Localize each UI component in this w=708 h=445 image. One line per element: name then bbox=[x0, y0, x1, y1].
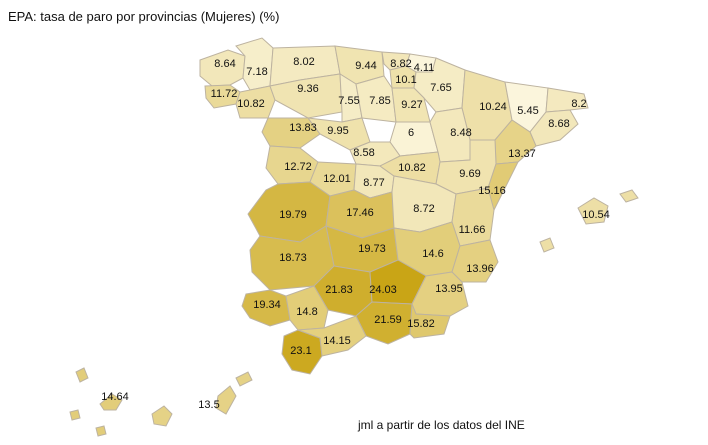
province-value-label: 9.69 bbox=[459, 168, 480, 180]
province-value-label: 10.24 bbox=[479, 101, 507, 113]
province-value-label: 7.65 bbox=[430, 82, 451, 94]
province-value-label: 14.64 bbox=[101, 391, 129, 403]
province-value-label: 8.48 bbox=[450, 127, 471, 139]
province-region bbox=[241, 289, 291, 327]
province-value-label: 21.59 bbox=[374, 314, 402, 326]
province-region bbox=[249, 225, 335, 291]
province-region bbox=[391, 87, 431, 123]
province-value-label: 8.72 bbox=[413, 203, 434, 215]
province-region bbox=[199, 49, 246, 87]
island-shape bbox=[69, 409, 81, 421]
province-value-label: 11.66 bbox=[459, 224, 486, 236]
province-value-label: 10.54 bbox=[582, 209, 610, 221]
province-value-label: 13.5 bbox=[198, 399, 219, 411]
province-value-label: 15.82 bbox=[407, 318, 435, 330]
province-value-label: 7.55 bbox=[338, 95, 359, 107]
province-region bbox=[151, 405, 173, 427]
province-regions bbox=[69, 37, 639, 437]
province-value-label: 13.83 bbox=[289, 122, 317, 134]
province-value-label: 8.2 bbox=[571, 98, 586, 110]
province-value-label: 10.1 bbox=[395, 74, 416, 86]
island-shape bbox=[75, 367, 89, 383]
province-value-label: 10.82 bbox=[237, 98, 265, 110]
province-region bbox=[577, 197, 609, 225]
province-value-label: 19.73 bbox=[358, 243, 386, 255]
province-value-label: 15.16 bbox=[478, 185, 506, 197]
province-region bbox=[545, 87, 589, 113]
province-value-label: 8.68 bbox=[548, 118, 569, 130]
province-value-label: 14.8 bbox=[296, 306, 317, 318]
province-value-label: 9.27 bbox=[401, 99, 422, 111]
province-value-label: 7.85 bbox=[369, 95, 390, 107]
province-labels: 8.64 7.18 8.02 9.44 8.82 4.11 10.1 7.65 … bbox=[101, 56, 610, 411]
province-value-label: 19.79 bbox=[279, 209, 307, 221]
province-value-label: 18.73 bbox=[279, 252, 307, 264]
credit-note: jml a partir de los datos del INE bbox=[358, 418, 525, 432]
province-value-label: 6 bbox=[408, 127, 414, 139]
province-value-label: 14.6 bbox=[422, 248, 443, 260]
province-value-label: 13.37 bbox=[508, 148, 536, 160]
island-shape bbox=[619, 189, 639, 203]
province-value-label: 8.58 bbox=[353, 147, 374, 159]
province-value-label: 8.02 bbox=[293, 56, 314, 68]
island-shape bbox=[95, 425, 107, 437]
province-value-label: 8.77 bbox=[363, 177, 384, 189]
province-value-label: 9.95 bbox=[327, 125, 348, 137]
province-region bbox=[99, 393, 123, 411]
province-value-label: 4.11 bbox=[414, 62, 435, 74]
province-value-label: 9.44 bbox=[355, 60, 376, 72]
province-value-label: 13.95 bbox=[435, 283, 463, 295]
province-value-label: 10.82 bbox=[398, 162, 426, 174]
province-value-label: 11.72 bbox=[211, 88, 238, 100]
province-value-label: 21.83 bbox=[325, 284, 353, 296]
province-value-label: 13.96 bbox=[466, 263, 494, 275]
province-value-label: 12.72 bbox=[284, 161, 312, 173]
province-value-label: 12.01 bbox=[323, 173, 351, 185]
map-title: EPA: tasa de paro por provincias (Mujere… bbox=[8, 9, 280, 24]
province-value-label: 14.15 bbox=[323, 335, 351, 347]
province-value-label: 8.64 bbox=[214, 58, 235, 70]
province-region bbox=[297, 315, 367, 357]
province-value-label: 24.03 bbox=[369, 284, 397, 296]
province-value-label: 8.82 bbox=[390, 58, 411, 70]
island-shape bbox=[215, 385, 237, 415]
province-value-label: 23.1 bbox=[290, 345, 311, 357]
province-value-label: 7.18 bbox=[246, 66, 267, 78]
province-value-label: 9.36 bbox=[297, 83, 318, 95]
island-shape bbox=[235, 371, 253, 387]
province-value-label: 17.46 bbox=[346, 207, 374, 219]
province-value-label: 5.45 bbox=[517, 105, 538, 117]
province-value-label: 19.34 bbox=[253, 299, 281, 311]
island-shape bbox=[539, 237, 555, 253]
province-region bbox=[409, 303, 451, 339]
